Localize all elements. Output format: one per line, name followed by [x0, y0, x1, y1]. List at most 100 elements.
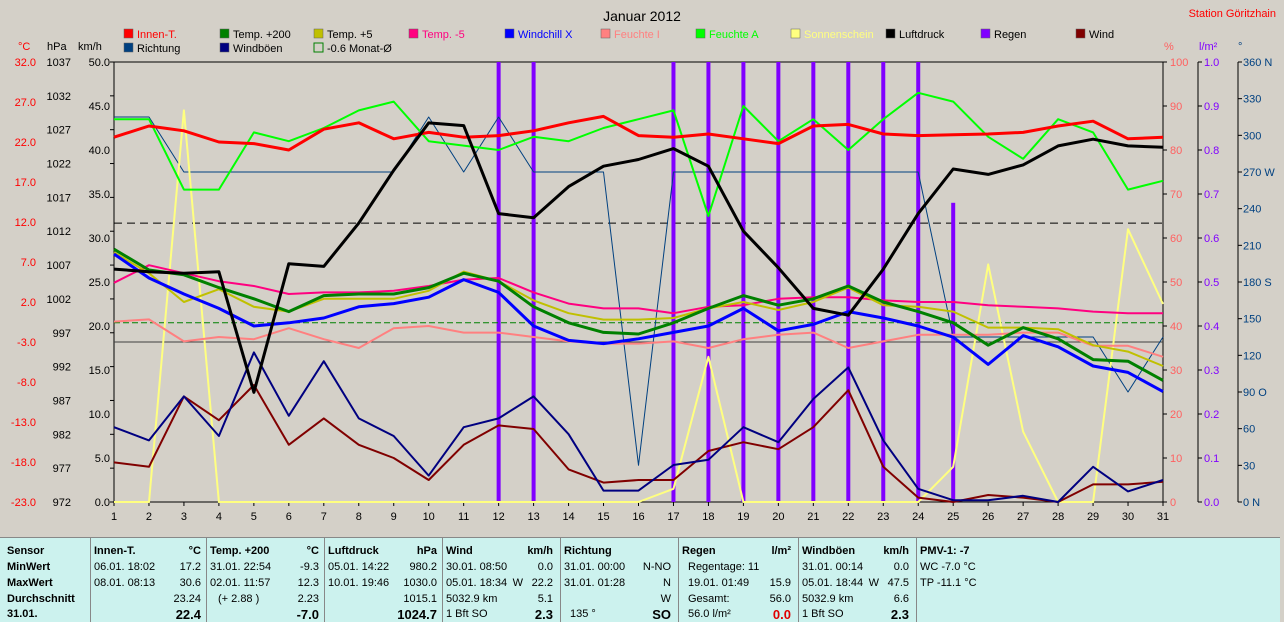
stats-wind-col: Wind km/h 30.01. 08:50 0.0 05.01. 18:34 W 22…	[442, 538, 557, 622]
legend-label: -0.6 Monat-Ø	[327, 43, 392, 55]
wind-avg: 5.1	[537, 593, 553, 605]
temp200-max: 12.3	[297, 577, 319, 589]
x-tick: 20	[772, 511, 784, 523]
direction-tick: 240	[1243, 204, 1261, 216]
stats-pmv-col: PMV-1: -7 WC -7.0 °C TP -11.1 °C	[916, 538, 1037, 622]
wind-current-bft: 1 Bft SO	[446, 608, 488, 620]
regen-total-label: Gesamt:	[688, 593, 730, 605]
percent-tick: 70	[1170, 189, 1182, 201]
direction-axis-label: °	[1238, 41, 1242, 53]
wind-max-time: 05.01. 18:34	[446, 577, 508, 589]
x-tick: 6	[286, 511, 292, 523]
percent-tick: 80	[1170, 145, 1182, 157]
luftdruck-max-time: 10.01. 19:46	[328, 577, 390, 589]
temp200-avg-note: (+ 2.88 )	[218, 593, 260, 605]
x-tick: 11	[458, 511, 469, 523]
rain-bar	[776, 62, 781, 502]
direction-tick: 60	[1243, 424, 1255, 436]
innen-max-time: 08.01. 08:13	[94, 577, 156, 589]
temp200-max-time: 02.01. 11:57	[210, 577, 271, 589]
celsius-tick: 27.0	[15, 97, 36, 109]
rain-bar	[811, 62, 816, 502]
series-line	[113, 121, 1164, 394]
hpa-tick: 977	[53, 463, 71, 475]
boeen-max: 47.5	[887, 577, 909, 589]
percent-tick: 10	[1170, 453, 1182, 465]
luftdruck-current: 1024.7	[397, 607, 437, 622]
x-tick: 28	[1052, 511, 1064, 523]
rain-bar	[846, 62, 851, 502]
temp200-min-time: 31.01. 22:54	[210, 561, 272, 573]
series-layer	[113, 62, 1164, 503]
legend-label: Windchill X	[518, 29, 573, 41]
x-tick: 26	[982, 511, 994, 523]
stats-richtung-col: Richtung 31.01. 00:00 N-NO 31.01. 01:28 N …	[560, 538, 675, 622]
temp200-title: Temp. +200	[210, 545, 270, 557]
direction-tick: 0 N	[1243, 497, 1260, 509]
legend-swatch	[123, 28, 134, 39]
hpa-tick: 987	[53, 395, 71, 407]
innen-unit: °C	[188, 545, 201, 557]
innen-min-time: 06.01. 18:02	[94, 561, 156, 573]
luftdruck-max: 1030.0	[403, 577, 437, 589]
rain-bar	[951, 202, 956, 503]
richtung-max: N	[663, 577, 671, 589]
rain-tick: 0.7	[1204, 189, 1219, 201]
legend-label: Wind	[1089, 29, 1114, 41]
regen-current: 0.0	[772, 607, 791, 622]
temp200-min: -9.3	[300, 561, 319, 573]
celsius-tick: -8.0	[17, 377, 36, 389]
regen-unit: l/m²	[771, 545, 791, 557]
percent-tick: 100	[1170, 57, 1188, 69]
hpa-tick: 1032	[47, 91, 71, 103]
legend-label: Feuchte A	[709, 29, 759, 41]
rain-tick: 1.0	[1204, 57, 1219, 69]
rain-bar	[706, 62, 711, 502]
direction-tick: 30	[1243, 460, 1255, 472]
regen-current-total: 56.0 l/m²	[688, 608, 731, 620]
x-tick: 8	[356, 511, 362, 523]
hpa-tick: 1002	[47, 294, 71, 306]
celsius-tick: -18.0	[11, 457, 36, 469]
boeen-current: 2.3	[890, 607, 909, 622]
chart-title: Januar 2012	[603, 8, 681, 24]
legend-swatch	[123, 42, 134, 53]
boeen-unit: km/h	[883, 545, 909, 557]
x-tick: 29	[1087, 511, 1099, 523]
wind-distance: 5032.9 km	[446, 593, 498, 605]
celsius-tick: 17.0	[15, 177, 36, 189]
celsius-tick: -23.0	[11, 497, 36, 509]
legend-label: Sonnenschein	[804, 29, 874, 41]
direction-tick: 120	[1243, 350, 1261, 362]
luftdruck-avg: 1015.1	[403, 593, 437, 605]
legend-swatch	[219, 42, 230, 53]
stats-boeen-col: Windböen km/h 31.01. 00:14 0.0 05.01. 18:4…	[798, 538, 913, 622]
x-tick: 9	[391, 511, 397, 523]
boeen-distance: 5032.9 km	[802, 593, 854, 605]
wind-max-dir: W	[512, 577, 523, 589]
axes: 32.0 27.0 22.0 17.0 12.0 7.0 2.0 -3.0 -8.0 -13.0 -…	[11, 57, 1275, 523]
rain-bar	[881, 62, 886, 502]
kmh-tick: 10.0	[89, 409, 110, 421]
celsius-tick: 32.0	[15, 57, 36, 69]
richtung-current-deg: 135 °	[570, 608, 596, 620]
boeen-avg: 6.6	[893, 593, 909, 605]
legend-label: Temp. +200	[233, 29, 291, 41]
percent-tick: 30	[1170, 365, 1182, 377]
legend-label: Temp. -5	[422, 29, 465, 41]
temp200-avg: 2.23	[297, 593, 319, 605]
row-label-date: 31.01.	[7, 608, 38, 620]
percent-tick: 0	[1170, 497, 1176, 509]
series-line	[114, 91, 1164, 217]
legend-swatch	[219, 28, 230, 39]
celsius-tick: -3.0	[17, 337, 36, 349]
legend-swatch	[313, 42, 324, 53]
legend-swatch	[980, 28, 991, 39]
series-line	[113, 351, 1164, 503]
hpa-tick: 1017	[47, 192, 71, 204]
x-tick: 7	[321, 511, 327, 523]
celsius-tick: 22.0	[15, 137, 36, 149]
kmh-tick: 15.0	[89, 365, 110, 377]
rain-tick: 0.6	[1204, 233, 1219, 245]
hpa-tick: 997	[53, 328, 71, 340]
